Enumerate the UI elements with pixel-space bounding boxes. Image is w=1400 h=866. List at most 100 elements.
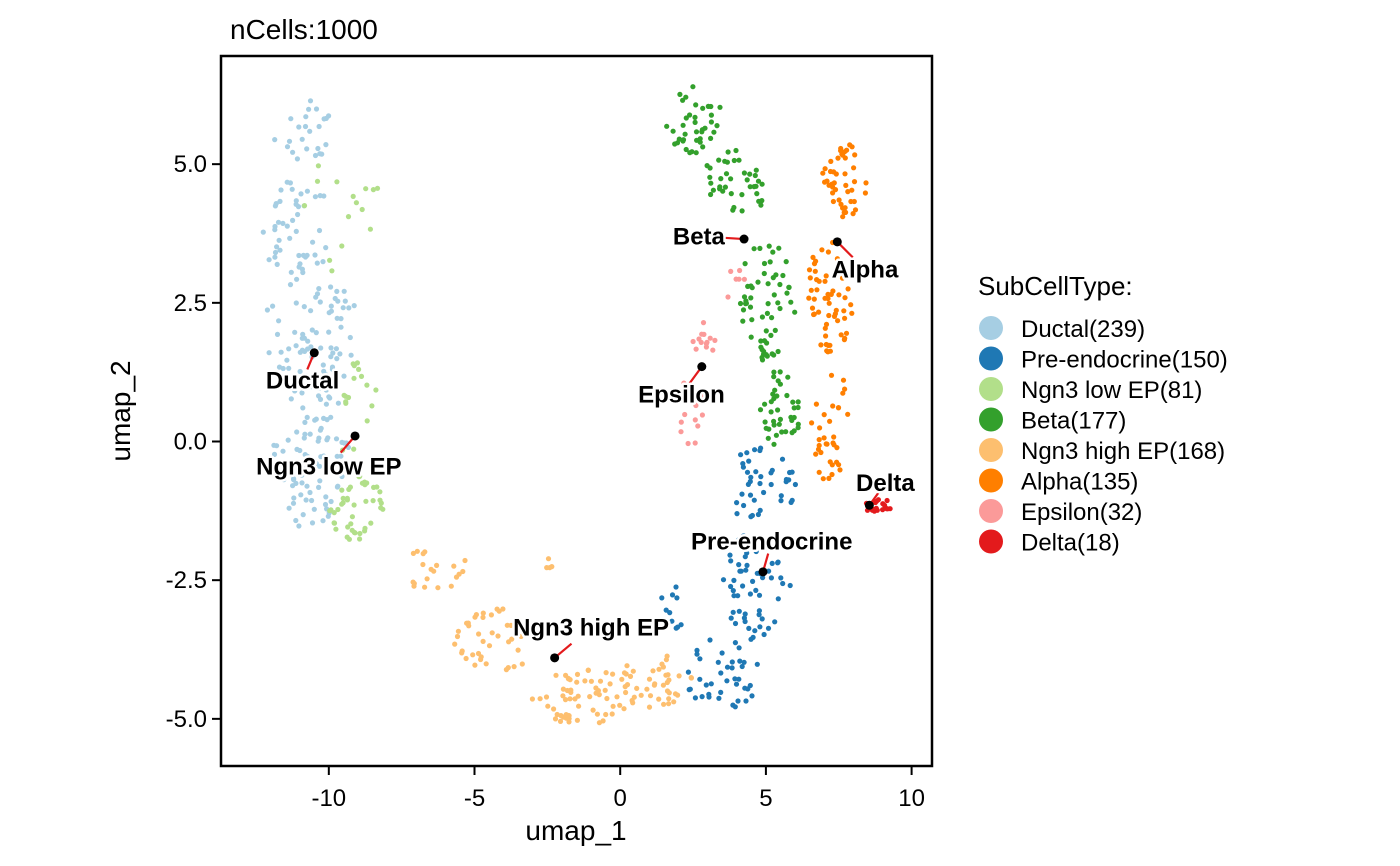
data-point bbox=[331, 520, 337, 526]
data-point bbox=[288, 465, 294, 471]
data-point bbox=[307, 98, 314, 104]
data-point bbox=[273, 201, 279, 207]
data-point bbox=[690, 338, 696, 345]
data-point bbox=[708, 119, 715, 125]
data-point bbox=[839, 275, 846, 281]
data-point bbox=[264, 307, 270, 313]
data-point bbox=[665, 672, 671, 678]
centroid-marker bbox=[832, 237, 842, 247]
data-point bbox=[359, 462, 365, 468]
data-point bbox=[779, 429, 785, 435]
data-point bbox=[791, 414, 797, 421]
data-point bbox=[356, 474, 362, 480]
data-point bbox=[765, 435, 771, 441]
data-point bbox=[741, 294, 748, 300]
data-point bbox=[813, 401, 820, 407]
data-point bbox=[845, 286, 851, 292]
data-point bbox=[759, 354, 765, 361]
data-point bbox=[678, 622, 684, 628]
data-point bbox=[714, 123, 720, 129]
data-point bbox=[288, 396, 294, 402]
data-point bbox=[745, 481, 752, 487]
data-point bbox=[309, 384, 315, 390]
legend-key bbox=[979, 468, 1003, 493]
data-point bbox=[792, 481, 799, 488]
data-point bbox=[775, 300, 781, 306]
data-point bbox=[786, 477, 792, 483]
centroid-marker bbox=[758, 567, 768, 577]
data-point bbox=[543, 694, 550, 700]
data-point bbox=[683, 146, 689, 153]
data-point bbox=[414, 548, 420, 554]
data-point bbox=[604, 695, 610, 702]
data-point bbox=[328, 345, 334, 351]
data-point bbox=[758, 474, 764, 480]
data-point bbox=[549, 564, 555, 570]
data-point bbox=[843, 182, 849, 188]
data-point bbox=[331, 509, 337, 516]
data-point bbox=[795, 425, 801, 431]
data-point bbox=[699, 412, 706, 418]
data-point bbox=[703, 341, 710, 347]
data-point bbox=[634, 685, 640, 692]
data-point bbox=[290, 500, 297, 506]
data-point bbox=[816, 469, 822, 475]
data-point bbox=[300, 269, 306, 276]
data-point bbox=[287, 180, 293, 186]
data-point bbox=[680, 97, 686, 103]
data-point bbox=[827, 168, 834, 175]
data-point bbox=[574, 679, 580, 685]
data-point bbox=[842, 295, 848, 301]
data-point bbox=[731, 593, 737, 599]
data-point bbox=[563, 672, 569, 679]
data-point bbox=[719, 650, 725, 656]
data-point bbox=[830, 190, 836, 196]
data-point bbox=[786, 284, 792, 290]
data-point bbox=[666, 677, 672, 683]
centroid-marker bbox=[864, 500, 874, 510]
data-point bbox=[327, 257, 333, 263]
data-point bbox=[560, 693, 566, 699]
data-point bbox=[741, 659, 747, 665]
centroid-marker bbox=[550, 653, 560, 663]
data-point bbox=[328, 284, 334, 290]
data-point bbox=[545, 703, 551, 709]
data-point bbox=[576, 703, 582, 709]
data-point bbox=[790, 399, 796, 405]
data-point bbox=[838, 264, 844, 270]
series-pre-endocrine bbox=[659, 445, 799, 710]
data-point bbox=[675, 692, 681, 698]
data-point bbox=[659, 595, 665, 601]
data-point bbox=[789, 430, 795, 436]
data-point bbox=[757, 624, 763, 630]
data-point bbox=[368, 520, 374, 526]
data-point bbox=[486, 643, 493, 649]
data-point bbox=[316, 123, 322, 130]
data-point bbox=[842, 386, 848, 392]
data-point bbox=[624, 663, 630, 669]
data-point bbox=[830, 198, 837, 205]
data-point bbox=[345, 214, 352, 220]
data-point bbox=[825, 249, 832, 255]
legend-title: SubCellType: bbox=[978, 271, 1133, 301]
data-point bbox=[574, 717, 581, 723]
data-point bbox=[336, 461, 342, 467]
data-point bbox=[284, 357, 290, 363]
data-point bbox=[771, 369, 777, 375]
data-point bbox=[334, 179, 340, 185]
data-point bbox=[422, 584, 428, 590]
data-point bbox=[298, 191, 304, 197]
data-point bbox=[315, 145, 321, 152]
data-point bbox=[272, 254, 278, 260]
data-point bbox=[775, 348, 781, 355]
data-point bbox=[681, 380, 687, 386]
data-point bbox=[722, 184, 729, 190]
data-point bbox=[676, 136, 682, 142]
data-point bbox=[278, 187, 284, 193]
data-point bbox=[270, 303, 276, 309]
data-point bbox=[304, 483, 310, 489]
data-point bbox=[476, 631, 482, 637]
data-point bbox=[744, 177, 750, 183]
data-point bbox=[317, 478, 323, 484]
